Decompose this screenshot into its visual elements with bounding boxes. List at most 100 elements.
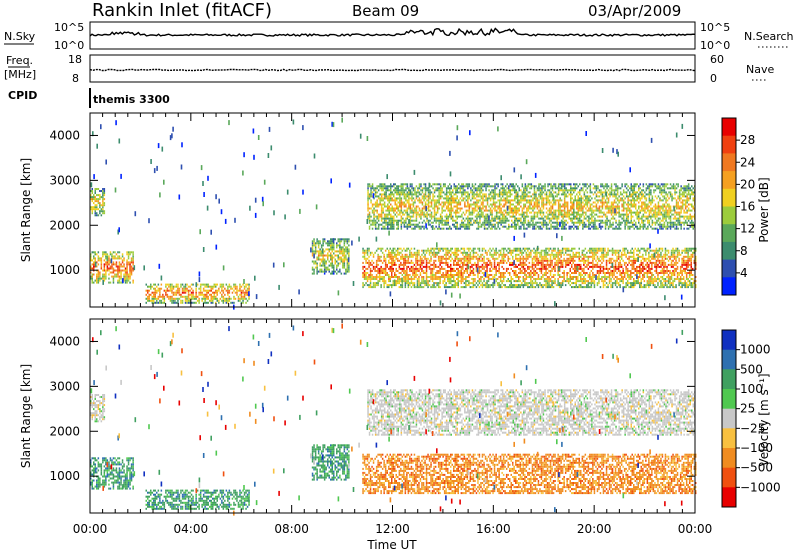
power-echo-cell <box>542 276 544 278</box>
power-echo-cell <box>455 189 457 192</box>
power-echo-cell <box>587 274 590 276</box>
power-echo-cell <box>404 276 407 278</box>
power-echo-cell <box>673 270 676 272</box>
power-echo-cell <box>549 257 552 260</box>
power-echo-cell <box>242 283 244 286</box>
power-echo-cell <box>477 215 480 218</box>
power-echo-cell <box>322 244 324 247</box>
power-echo-cell <box>433 211 436 214</box>
power-echo-cell <box>425 284 428 287</box>
power-echo-cell <box>418 276 420 278</box>
power-echo-cell <box>183 291 185 294</box>
power-echo-cell <box>336 250 338 253</box>
power-echo-cell <box>681 249 683 252</box>
power-echo-cell <box>409 267 411 270</box>
power-echo-cell <box>330 256 332 259</box>
power-echo-cell <box>339 240 341 243</box>
power-echo-cell <box>467 187 469 190</box>
power-echo-cell <box>123 279 125 282</box>
power-echo-cell <box>162 301 164 304</box>
power-echo-cell <box>664 284 667 287</box>
power-echo-cell <box>345 258 347 261</box>
power-echo-cell <box>486 261 488 264</box>
power-echo-cell <box>453 197 455 200</box>
power-echo-cell <box>106 263 109 266</box>
power-echo-cell <box>490 278 493 280</box>
power-echo-cell <box>394 197 396 200</box>
power-echo-cell <box>453 219 455 222</box>
power-echo-cell <box>441 217 443 220</box>
power-echo-cell <box>159 291 161 294</box>
power-echo-cell <box>384 282 387 285</box>
power-echo-cell <box>560 284 562 287</box>
power-echo-cell <box>447 278 449 280</box>
power-echo-cell <box>527 253 529 256</box>
power-echo-cell <box>204 299 206 302</box>
power-echo-cell <box>337 262 339 265</box>
power-echo-cell <box>678 272 680 274</box>
power-echo-cell <box>675 267 677 270</box>
power-echo-cell <box>393 223 395 226</box>
power-echo-cell <box>456 189 458 192</box>
power-echo-cell <box>388 284 390 287</box>
power-echo-cell <box>195 289 197 292</box>
power-echo-cell <box>567 272 570 274</box>
power-echo-cell <box>522 263 525 266</box>
power-echo-cell <box>433 189 436 192</box>
power-echo-cell <box>428 261 431 264</box>
power-echo-cell <box>343 272 346 275</box>
power-echo-cell <box>382 193 384 196</box>
power-echo-cell <box>198 287 200 290</box>
power-echo-cell <box>596 276 599 278</box>
power-echo-cell <box>462 251 464 254</box>
power-echo-cell <box>575 272 577 274</box>
power-echo-cell <box>512 286 514 289</box>
power-echo-cell <box>643 259 646 262</box>
power-echo-cell <box>130 261 133 264</box>
power-echo-cell <box>175 297 178 300</box>
power-echo-cell <box>651 253 653 256</box>
power-echo-cell <box>445 193 448 196</box>
power-echo-cell <box>571 286 573 289</box>
power-echo-cell <box>607 276 609 278</box>
power-echo-cell <box>430 278 432 280</box>
power-echo-cell <box>450 213 452 216</box>
power-echo-cell <box>481 253 484 256</box>
power-echo-cell <box>248 289 250 292</box>
power-echo-cell <box>684 255 686 258</box>
power-echo-cell <box>545 280 547 283</box>
power-echo-cell <box>652 257 655 260</box>
power-echo-cell <box>362 284 364 287</box>
power-echo-cell <box>681 274 683 276</box>
power-echo-cell <box>123 273 125 276</box>
power-echo-cell <box>370 187 372 190</box>
power-echo-cell <box>450 278 452 280</box>
power-echo-cell <box>525 278 528 280</box>
power-echo-cell <box>120 265 122 268</box>
power-echo-cell <box>608 280 611 283</box>
power-echo-cell <box>583 255 585 258</box>
power-echo-cell <box>640 272 642 274</box>
power-echo-cell <box>390 227 392 230</box>
power-echo-cell <box>679 278 682 280</box>
power-echo-cell <box>316 266 318 269</box>
power-echo-cell <box>454 282 456 285</box>
power-echo-cell <box>103 210 106 213</box>
power-echo-cell <box>584 265 587 268</box>
power-echo-cell <box>327 258 329 261</box>
power-echo-cell <box>685 263 688 266</box>
power-echo-cell <box>613 282 615 285</box>
power-echo-cell <box>445 276 447 278</box>
power-echo-cell <box>330 238 332 241</box>
power-echo-cell <box>190 293 193 296</box>
power-echo-cell <box>183 289 185 292</box>
power-echo-cell <box>129 271 131 274</box>
freq-trace <box>89 68 696 72</box>
power-echo-cell <box>448 255 450 258</box>
power-echo-cell <box>96 204 98 207</box>
power-echo-cell <box>482 215 484 218</box>
power-echo-cell <box>561 280 564 283</box>
power-echo-cell <box>469 259 472 262</box>
power-echo-cell <box>587 257 590 260</box>
